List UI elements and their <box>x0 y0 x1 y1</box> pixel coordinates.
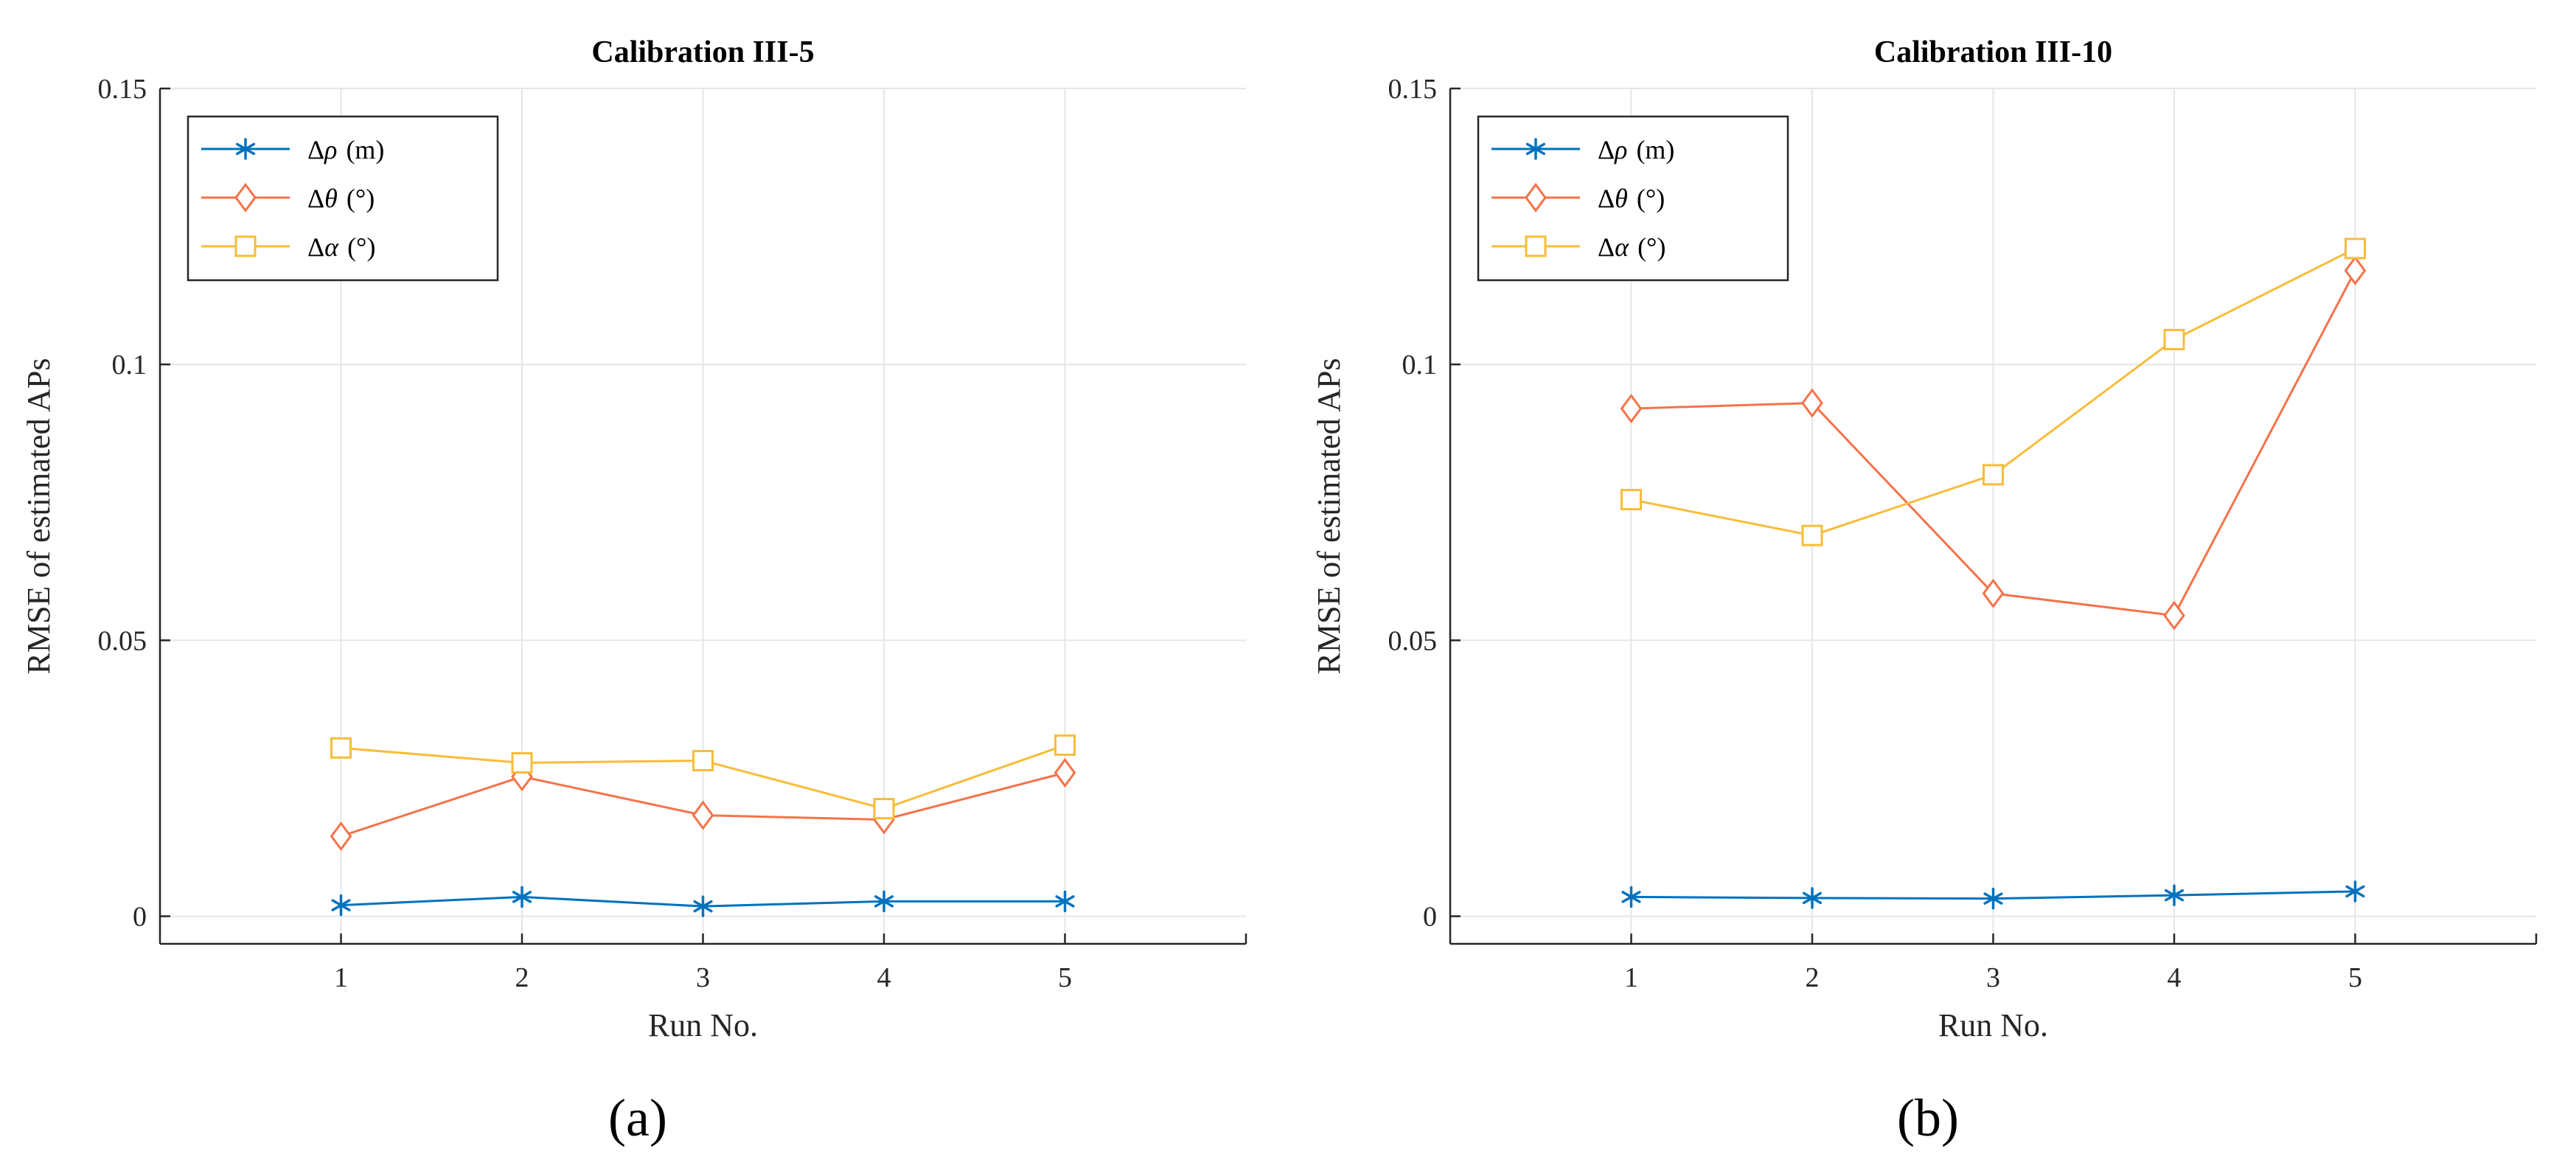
data-point-rho <box>2164 884 2185 906</box>
x-tick-label: 1 <box>334 962 348 993</box>
chart-panel-2: 1 2 3 4 5 0 0.05 0.1 0.15 Calibration III-10 Run N… <box>1311 35 2538 1147</box>
legend-marker <box>234 182 257 213</box>
y-axis-label: RMSE of estimated APs <box>21 358 57 674</box>
data-point-rho <box>1621 886 1641 908</box>
data-point-rho <box>874 890 894 913</box>
legend-unit: (m) <box>346 135 384 164</box>
y-tick-label: 0.1 <box>112 350 147 380</box>
legend-symbol: ρ <box>324 135 337 164</box>
data-point-alpha <box>2163 329 2185 351</box>
x-axis-label: Run No. <box>1938 1007 2048 1043</box>
data-point-alpha <box>1054 734 1076 757</box>
legend-item-alpha: Δα (°) <box>201 232 375 262</box>
data-point-rho <box>1983 887 2003 910</box>
legend-item-alpha: Δα (°) <box>1491 232 1665 262</box>
panel-label: (b) <box>1897 1088 1959 1147</box>
legend-item-theta: Δθ (°) <box>201 182 375 213</box>
legend-label: Δα (°) <box>1598 232 1665 262</box>
legend-symbol: θ <box>324 184 338 213</box>
x-axis-label: Run No. <box>648 1007 758 1043</box>
legend-item-theta: Δθ (°) <box>1491 182 1665 213</box>
chart-panel-1: 1 2 3 4 5 0 0.05 0.1 0.15 Calibration III-5 Run No… <box>21 35 1247 1147</box>
data-point-theta <box>1982 578 2005 608</box>
legend-unit: (m) <box>1636 135 1674 164</box>
data-point-rho <box>693 895 713 917</box>
legend-unit: (°) <box>347 184 375 213</box>
x-tick-label: 3 <box>1986 962 2000 993</box>
legend-label: Δα (°) <box>307 232 375 262</box>
legend-unit: (°) <box>1637 184 1665 213</box>
legend-label: Δθ (°) <box>1598 184 1665 213</box>
legend-symbol: θ <box>1615 184 1628 213</box>
data-point-rho <box>2345 880 2365 903</box>
data-point-alpha <box>1801 524 1823 546</box>
legend-marker <box>234 235 257 257</box>
data-point-theta <box>2344 255 2367 286</box>
x-tick-label: 1 <box>1624 962 1638 993</box>
legend-symbol: ρ <box>1614 135 1627 164</box>
data-point-rho <box>512 886 532 908</box>
legend-unit: (°) <box>1637 232 1665 262</box>
y-tick-label: 0.15 <box>98 74 147 105</box>
y-tick-label: 0.05 <box>1388 625 1438 656</box>
panel-label: (a) <box>608 1088 667 1147</box>
y-tick-label: 0.05 <box>98 625 147 656</box>
data-point-theta <box>1801 388 1823 418</box>
chart-title: Calibration III-10 <box>1874 35 2112 69</box>
data-point-rho <box>331 894 351 917</box>
y-tick-label: 0.1 <box>1402 350 1438 380</box>
data-point-alpha <box>1621 489 1642 511</box>
data-point-theta <box>330 821 352 852</box>
data-point-rho <box>1802 887 1823 909</box>
data-point-alpha <box>873 798 895 820</box>
data-point-theta <box>2163 600 2185 630</box>
x-tick-label: 3 <box>696 962 710 993</box>
legend-marker <box>1525 182 1547 213</box>
legend-marker <box>1525 235 1547 257</box>
data-point-alpha <box>692 750 714 772</box>
legend-label: Δθ (°) <box>307 184 375 213</box>
legend-label: Δρ (m) <box>1598 135 1674 164</box>
x-tick-label: 4 <box>877 962 891 993</box>
legend-marker <box>235 138 256 160</box>
x-tick-label: 5 <box>1058 962 1072 993</box>
legend: Δρ (m)Δθ (°)Δα (°) <box>1477 115 1789 282</box>
x-tick-label: 5 <box>2348 962 2362 993</box>
x-tick-label: 2 <box>515 962 529 993</box>
x-tick-label: 2 <box>1806 962 1820 993</box>
data-point-rho <box>1055 890 1075 913</box>
legend-item-rho: Δρ (m) <box>1491 135 1674 164</box>
data-point-theta <box>1620 393 1643 424</box>
x-tick-label: 4 <box>2168 962 2182 993</box>
legend-symbol: α <box>324 232 339 262</box>
chart-title: Calibration III-5 <box>591 35 814 69</box>
data-point-theta <box>692 800 714 830</box>
legend: Δρ (m)Δθ (°)Δα (°) <box>187 115 499 282</box>
data-point-alpha <box>511 752 533 774</box>
legend-symbol: α <box>1615 232 1629 262</box>
y-tick-label: 0 <box>1423 902 1437 933</box>
legend-label: Δρ (m) <box>307 135 384 164</box>
y-tick-label: 0.15 <box>1388 74 1438 105</box>
data-point-alpha <box>2344 237 2366 260</box>
data-point-alpha <box>330 737 352 759</box>
legend-item-rho: Δρ (m) <box>201 135 384 164</box>
legend-marker <box>1525 138 1546 160</box>
legend-unit: (°) <box>347 232 375 262</box>
y-axis-label: RMSE of estimated APs <box>1311 358 1347 674</box>
y-tick-label: 0 <box>133 902 147 933</box>
data-point-alpha <box>1983 464 2004 486</box>
data-point-theta <box>1054 757 1076 788</box>
